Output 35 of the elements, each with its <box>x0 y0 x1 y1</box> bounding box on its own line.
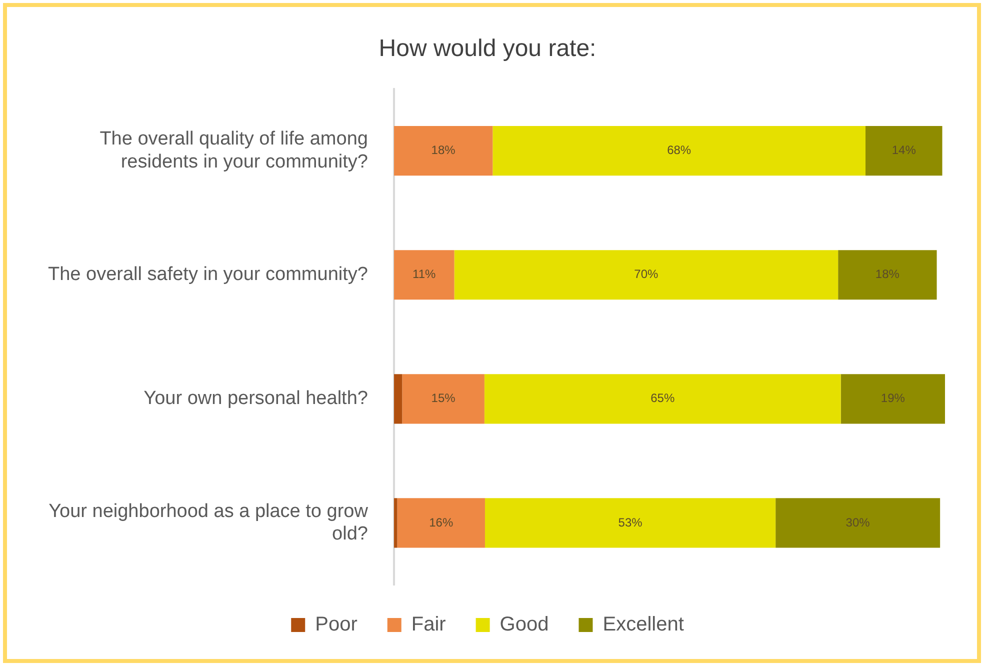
bar <box>776 498 940 548</box>
bar <box>838 250 937 300</box>
legend-label: Fair <box>411 614 446 636</box>
legend-label: Good <box>500 614 549 636</box>
y-tick-label: The overall safety in your community? <box>48 264 368 286</box>
chart-title: How would you rate: <box>378 35 596 62</box>
bar <box>454 250 838 300</box>
bar <box>402 374 484 424</box>
bar <box>394 250 454 300</box>
data-label: 18% <box>431 143 456 158</box>
bar <box>484 498 776 548</box>
y-tick-label: Your neighborhood as a place to grow old? <box>48 500 368 545</box>
bar <box>866 126 942 176</box>
bar <box>397 498 485 548</box>
y-tick-label: Your own personal health? <box>144 388 368 410</box>
data-label: 14% <box>892 143 916 158</box>
data-label: 15% <box>431 391 456 406</box>
data-label: 16% <box>429 515 454 530</box>
data-label: 18% <box>875 267 900 282</box>
data-label: 70% <box>634 267 659 282</box>
legend-label: Excellent <box>602 614 684 636</box>
legend-label: Poor <box>315 614 358 636</box>
bar <box>394 374 402 424</box>
y-tick-label: The overall quality of life among residents in your community? <box>100 128 368 172</box>
bar <box>492 126 866 176</box>
bar <box>840 374 945 424</box>
bar <box>394 126 493 176</box>
bar <box>484 374 841 424</box>
data-label: 19% <box>880 391 906 406</box>
bar <box>394 498 398 548</box>
data-label: 30% <box>846 515 870 530</box>
data-label: 68% <box>667 143 692 158</box>
data-label: 53% <box>618 515 643 530</box>
data-label: 65% <box>650 391 675 406</box>
data-label: 11% <box>412 267 436 282</box>
